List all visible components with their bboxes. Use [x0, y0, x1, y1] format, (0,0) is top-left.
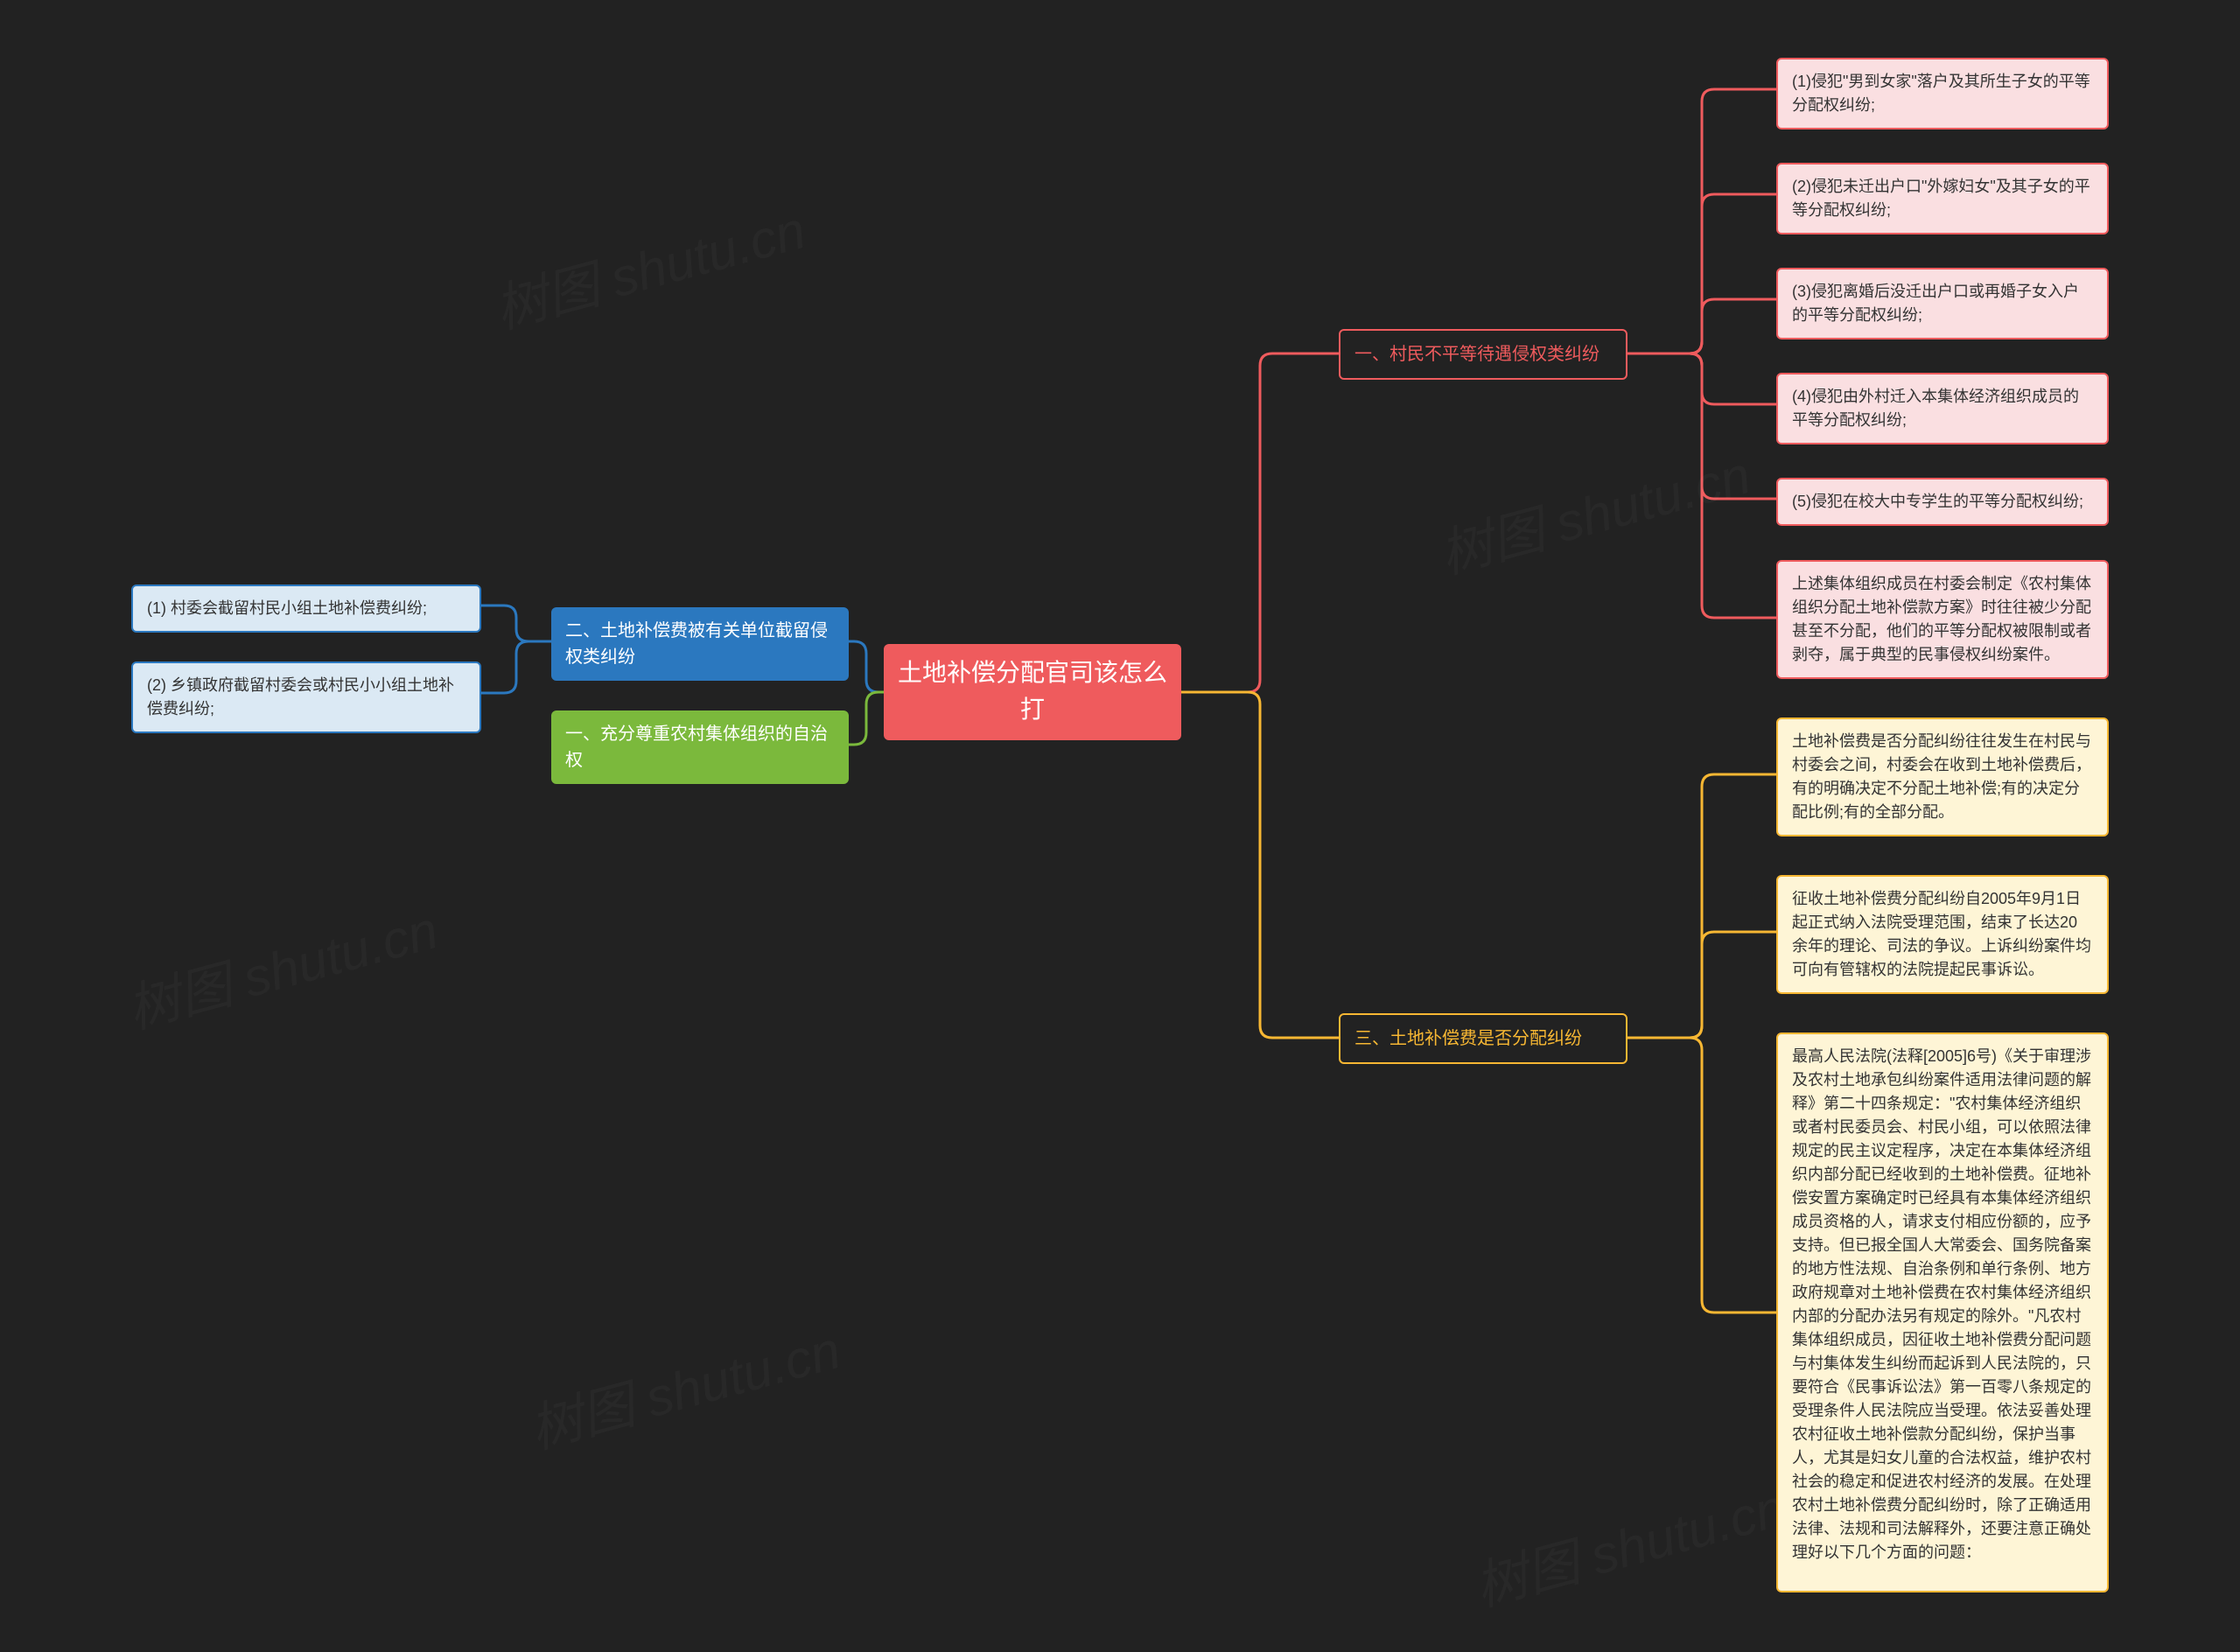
- mindmap-node[interactable]: (2)侵犯未迁出户口"外嫁妇女"及其子女的平等分配权纠纷;: [1776, 163, 2109, 234]
- mindmap-node[interactable]: 一、充分尊重农村集体组织的自治权: [551, 710, 849, 784]
- mindmap-node[interactable]: (5)侵犯在校大中专学生的平等分配权纠纷;: [1776, 478, 2109, 526]
- mindmap-node[interactable]: (1)侵犯"男到女家"落户及其所生子女的平等分配权纠纷;: [1776, 58, 2109, 130]
- mindmap-node[interactable]: (2) 乡镇政府截留村委会或村民小小组土地补偿费纠纷;: [131, 662, 481, 733]
- mindmap-node[interactable]: 土地补偿费是否分配纠纷往往发生在村民与村委会之间，村委会在收到土地补偿费后，有的…: [1776, 718, 2109, 836]
- mindmap-node[interactable]: 二、土地补偿费被有关单位截留侵权类纠纷: [551, 607, 849, 681]
- watermark: 树图 shutu.cn: [1466, 1465, 1793, 1620]
- mindmap-node[interactable]: 征收土地补偿费分配纠纷自2005年9月1日起正式纳入法院受理范围，结束了长达20…: [1776, 875, 2109, 994]
- watermark: 树图 shutu.cn: [521, 1307, 848, 1463]
- watermark: 树图 shutu.cn: [1431, 432, 1758, 588]
- mindmap-node[interactable]: 三、土地补偿费是否分配纠纷: [1339, 1013, 1628, 1064]
- mindmap-node[interactable]: 土地补偿分配官司该怎么打: [884, 644, 1181, 740]
- watermark: 树图 shutu.cn: [486, 187, 813, 343]
- mindmap-node[interactable]: 一、村民不平等待遇侵权类纠纷: [1339, 329, 1628, 380]
- mindmap-node[interactable]: 最高人民法院(法释[2005]6号)《关于审理涉及农村土地承包纠纷案件适用法律问…: [1776, 1032, 2109, 1592]
- mindmap-node[interactable]: (4)侵犯由外村迁入本集体经济组织成员的平等分配权纠纷;: [1776, 373, 2109, 444]
- watermark: 树图 shutu.cn: [118, 887, 445, 1043]
- mindmap-node[interactable]: 上述集体组织成员在村委会制定《农村集体组织分配土地补偿款方案》时往往被少分配甚至…: [1776, 560, 2109, 679]
- mindmap-node[interactable]: (1) 村委会截留村民小组土地补偿费纠纷;: [131, 584, 481, 633]
- mindmap-node[interactable]: (3)侵犯离婚后没迁出户口或再婚子女入户的平等分配权纠纷;: [1776, 268, 2109, 340]
